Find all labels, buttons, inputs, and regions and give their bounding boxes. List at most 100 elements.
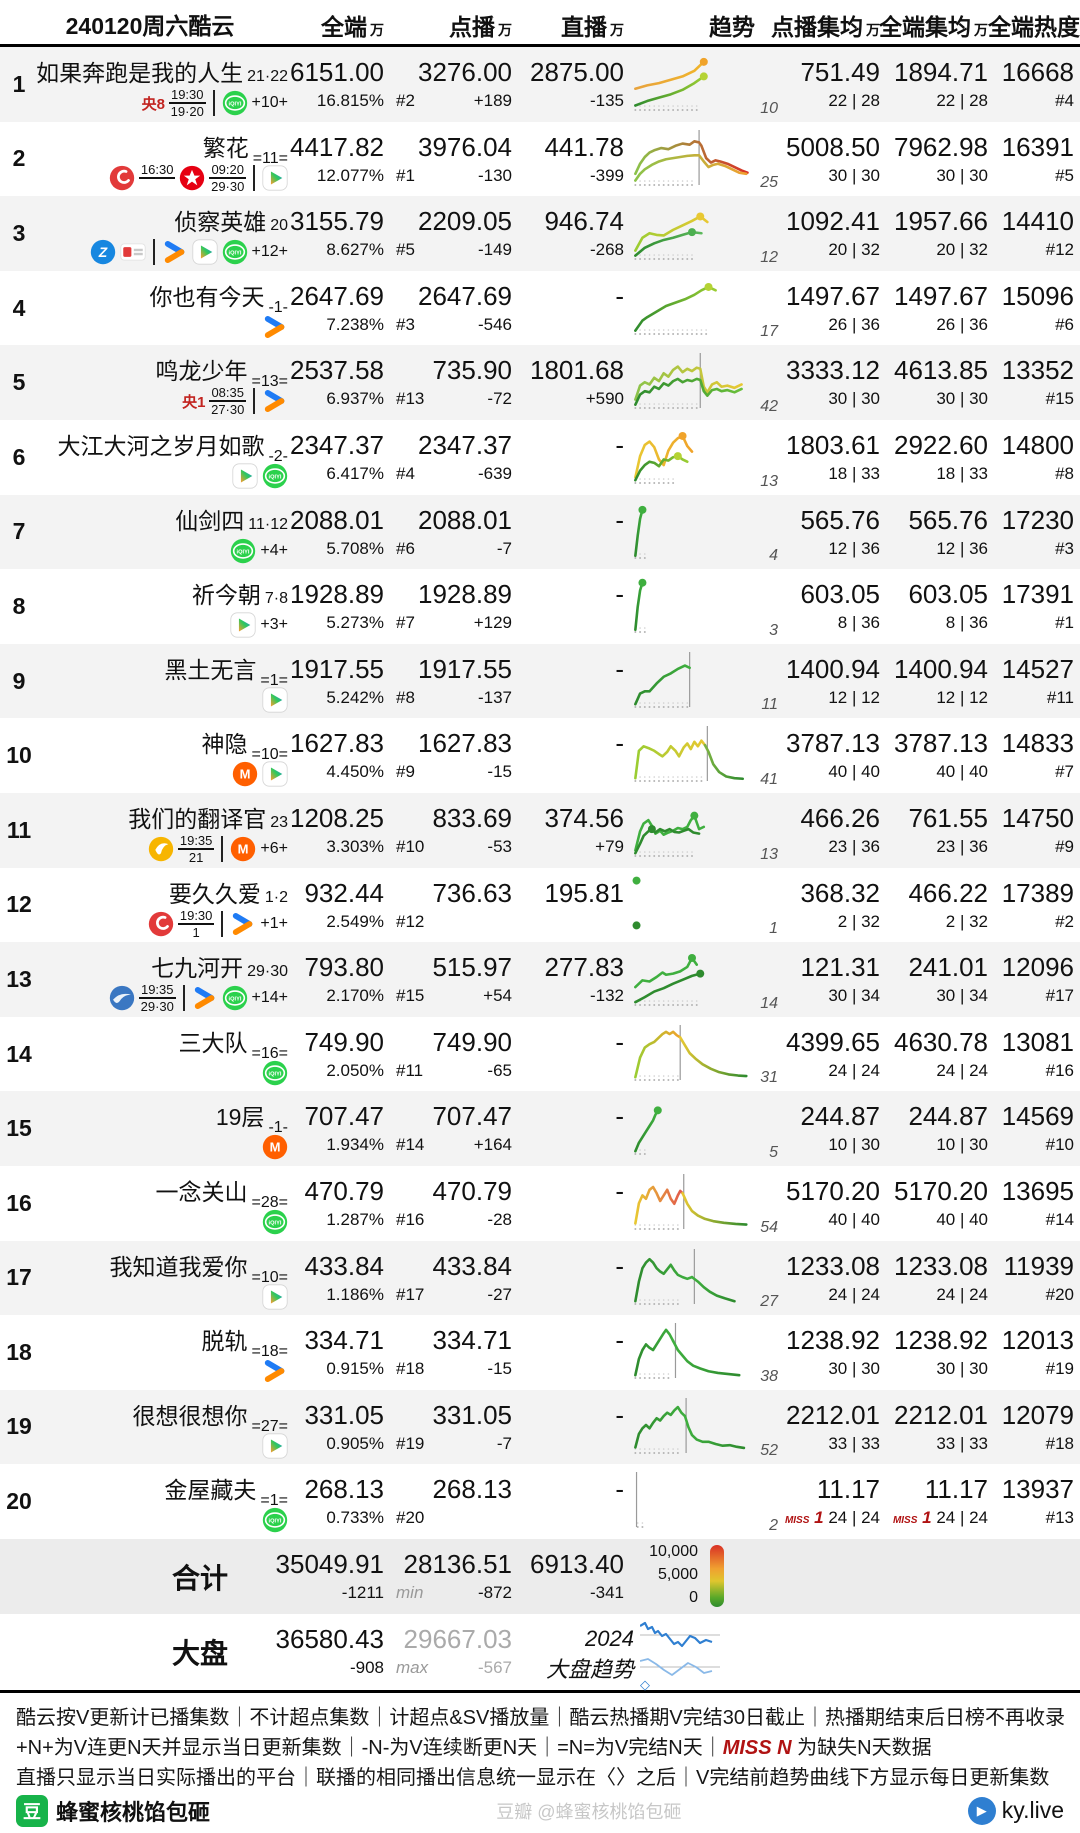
table-row: 7 仙剑四 11·12 iQIYI +4+ 2088.01 5.708% 2088.01 #6-… [0, 494, 1080, 570]
market-sparkline [640, 1621, 720, 1647]
heat: 14800 #8 [998, 420, 1074, 495]
live-value: - [615, 280, 624, 311]
heat: 16668 #4 [998, 47, 1074, 122]
vod-value: 334.71 [432, 1325, 512, 1356]
all-avg-episodes: MISS 1 24 | 24 [892, 1508, 988, 1528]
title-line: 脱轨 =18= [38, 1322, 288, 1360]
update-streak-badge: +10+ [251, 94, 288, 111]
mgtv-icon: M [262, 1135, 288, 1160]
heat-detail: #6 [1055, 314, 1074, 334]
all-platform-detail: 2.549% [326, 911, 384, 931]
title-cell: 黑土无言 =1= [38, 644, 288, 719]
heat-detail: #16 [1045, 1060, 1074, 1080]
all-platform-detail: 8.627% [326, 240, 384, 260]
platforms-line: 16:30 09:20 29·30 [38, 163, 288, 194]
live: - [504, 271, 624, 346]
svg-text:iQIYI: iQIYI [228, 997, 241, 1003]
vod: 268.13 #20 [396, 1464, 512, 1539]
all-avg-episodes: 24 | 24 [936, 1060, 988, 1080]
live-value: - [615, 1101, 624, 1132]
all-platform-value: 707.47 [304, 1101, 384, 1132]
vod-value: 3276.00 [418, 57, 512, 87]
vod-avg: 751.49 22 | 28 [744, 47, 880, 122]
title-cell: 神隐 =10= M [38, 718, 288, 793]
drama-title: 一念关山 [155, 1178, 248, 1205]
svg-text:M: M [270, 1140, 281, 1155]
schedule-episode [139, 179, 176, 193]
vod-avg-episodes: 30 | 30 [828, 165, 880, 185]
live: 946.74 -268 [504, 196, 624, 271]
title-line: 黑土无言 =1= [38, 651, 288, 689]
youku-icon [164, 241, 184, 264]
all-platform-value: 6151.00 [290, 57, 384, 87]
rank-number: 12 [6, 891, 32, 918]
all-avg: 1400.94 12 | 12 [862, 644, 988, 719]
vod-avg: 244.87 10 | 30 [744, 1091, 880, 1166]
svg-text:iQIYI: iQIYI [228, 101, 241, 107]
rank-number: 16 [6, 1189, 32, 1216]
caret-icon: ◇ [640, 1676, 650, 1692]
iqiyi-icon: iQIYI [262, 463, 288, 489]
vod-value: 736.63 [432, 877, 512, 908]
title-cell: 祈今朝 7·8 +3+ [38, 569, 288, 644]
tencent-icon [262, 1283, 288, 1310]
vod-avg-value: 2212.01 [786, 1399, 880, 1430]
vod-avg-episodes: 12 | 36 [828, 538, 880, 558]
vod-value: 1917.55 [418, 653, 512, 684]
platform-separator [253, 388, 255, 415]
all-avg-value: 11.17 [924, 1474, 988, 1505]
trend-cell: 1 [632, 868, 780, 943]
schedule-episode: 29·30 [211, 178, 245, 194]
kyline-play-icon: ▶ [967, 1796, 996, 1825]
live: - [504, 1017, 624, 1092]
live: - [504, 495, 624, 570]
episode-suffix: 23 [270, 813, 288, 831]
drama-title: 你也有今天 [149, 283, 265, 310]
episode-suffix: 29·30 [247, 963, 288, 981]
platform-separator [221, 910, 224, 937]
all-avg-episodes: 12 | 36 [936, 538, 988, 558]
rank-number: 1 [12, 70, 26, 97]
vod-detail: #20 [396, 1508, 425, 1528]
col-header-all-platform: 全端万 [321, 14, 384, 40]
tencent-icon [262, 165, 288, 191]
trend-cell: 13 [632, 420, 780, 495]
youku-icon [194, 987, 214, 1010]
rank-number: 18 [6, 1338, 32, 1365]
all-avg-episodes: 18 | 33 [936, 463, 988, 483]
trend-sparkline [634, 505, 647, 559]
table-row: 1 如果奔跑是我的人生 21·22 央8 19:30 19·20 iQIYI +10+ 6151… [0, 47, 1080, 122]
heat-value: 13695 [1001, 1175, 1074, 1206]
broadcast-schedule: 16:30 [138, 163, 176, 193]
drama-title: 大江大河之岁月如歌 [57, 432, 265, 459]
all-avg: 761.55 23 | 36 [862, 793, 988, 868]
vod-value: 2088.01 [418, 504, 512, 535]
svg-text:M: M [238, 841, 249, 856]
live-detail: -268 [589, 240, 624, 260]
trend-sparkline [634, 651, 691, 708]
redrect-icon [119, 243, 146, 261]
live-value: - [615, 653, 624, 684]
vod-avg: 1092.41 20 | 32 [744, 196, 880, 271]
all-avg: 1238.92 30 | 30 [862, 1315, 988, 1390]
episode-suffix: 20 [270, 217, 288, 235]
rank-number: 14 [6, 1040, 32, 1067]
vod-avg-value: 466.26 [800, 802, 880, 833]
all-avg-value: 5170.20 [894, 1175, 988, 1206]
all-platform-value: 3155.79 [290, 206, 384, 237]
title-cell: 三大队 =16= iQIYI [38, 1017, 288, 1092]
episode-suffix: =13= [251, 373, 288, 391]
title-line: 如果奔跑是我的人生 21·22 [36, 54, 288, 88]
title-cell: 脱轨 =18= [38, 1315, 288, 1390]
vod-avg-value: 1497.67 [786, 280, 880, 311]
rank-number: 6 [12, 443, 26, 470]
title-line: 我知道我爱你 =10= [38, 1248, 288, 1286]
vod-avg: 3787.13 40 | 40 [744, 718, 880, 793]
all-avg: 7962.98 30 | 30 [862, 122, 988, 197]
live-value: - [615, 504, 624, 535]
tencent-icon [262, 1433, 288, 1459]
all-avg: 3787.13 40 | 40 [862, 718, 988, 793]
trend-cell: 27 [632, 1241, 780, 1316]
episode-suffix: =16= [251, 1044, 288, 1062]
episode-suffix: =27= [251, 1417, 288, 1435]
